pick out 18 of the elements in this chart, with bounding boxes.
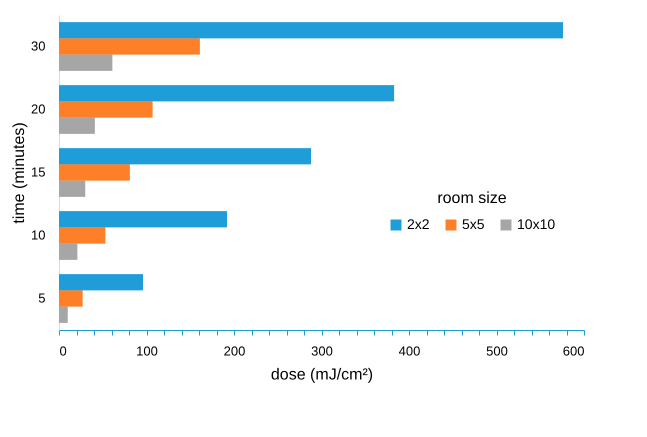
x-axis-title: dose (mJ/cm²) bbox=[270, 366, 374, 384]
y-axis-title: time (minutes) bbox=[11, 122, 28, 224]
x-tick-label: 400 bbox=[398, 344, 420, 358]
x-tick-label: 600 bbox=[562, 344, 584, 358]
legend-label: 5x5 bbox=[462, 216, 485, 232]
y-tick-label: 5 bbox=[38, 290, 46, 306]
y-tick-label: 20 bbox=[31, 102, 46, 116]
x-tick-label: 0 bbox=[60, 344, 67, 358]
x-tick-label: 500 bbox=[486, 344, 508, 358]
y-tick-label: 15 bbox=[31, 164, 46, 180]
y-tick-label: 10 bbox=[31, 228, 46, 242]
y-tick-label: 30 bbox=[31, 38, 46, 54]
legend-label: 2x2 bbox=[407, 216, 430, 232]
legend-title: room size bbox=[437, 190, 507, 207]
x-tick-label: 100 bbox=[136, 344, 158, 358]
legend-label: 10x10 bbox=[517, 216, 556, 232]
x-tick-label: 300 bbox=[311, 344, 333, 358]
x-tick-label: 200 bbox=[224, 344, 246, 358]
